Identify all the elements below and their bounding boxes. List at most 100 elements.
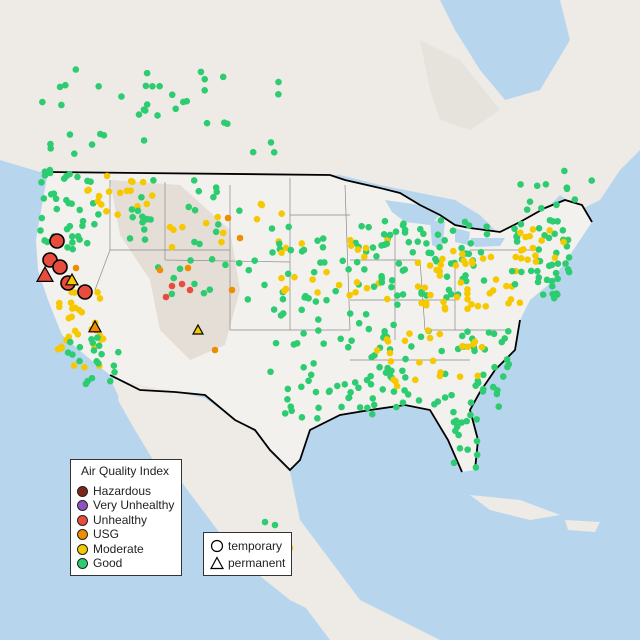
station-marker (298, 240, 306, 247)
station-marker (422, 301, 430, 309)
station-marker (424, 327, 432, 334)
station-marker (88, 141, 96, 148)
station-marker (450, 459, 458, 467)
station-marker (351, 379, 359, 386)
station-marker (383, 240, 391, 248)
station-marker (275, 90, 282, 98)
station-marker (315, 327, 322, 334)
station-marker (526, 232, 533, 240)
station-marker (309, 276, 316, 283)
station-marker (565, 268, 573, 276)
station-marker (314, 415, 321, 422)
station-marker (114, 348, 122, 356)
station-marker (300, 364, 307, 371)
station-marker (69, 239, 76, 246)
station-marker (571, 196, 579, 203)
station-marker (310, 268, 318, 276)
station-marker (142, 82, 150, 90)
hudson-water (440, 0, 570, 100)
station-marker (339, 257, 347, 265)
station-marker (140, 106, 148, 113)
station-marker (319, 244, 327, 251)
station-marker (388, 283, 395, 291)
station-marker (278, 249, 285, 257)
station-marker (162, 293, 170, 301)
station-marker (298, 383, 305, 391)
station-marker (401, 266, 409, 273)
station-marker (462, 260, 469, 268)
station-marker (347, 242, 355, 250)
station-marker (293, 340, 301, 347)
station-marker (236, 234, 244, 242)
station-marker (467, 411, 474, 419)
station-marker (436, 243, 443, 251)
station-marker (341, 381, 349, 388)
station-marker (554, 217, 561, 225)
station-marker (269, 249, 276, 256)
circle-icon (210, 539, 224, 552)
station-marker (201, 75, 209, 83)
station-marker (542, 180, 550, 188)
station-marker (504, 363, 511, 371)
station-marker (399, 291, 407, 298)
legend-item-very-unhealthy: Very Unhealthy (77, 498, 174, 512)
station-marker (384, 338, 392, 345)
station-marker (95, 83, 102, 90)
station-marker (483, 230, 491, 238)
legend-label: Moderate (93, 542, 144, 556)
good-swatch (77, 557, 88, 569)
station-marker (82, 380, 90, 388)
station-marker (369, 244, 377, 251)
legend-item-permanent: permanent (210, 555, 285, 570)
station-marker (94, 334, 101, 341)
station-marker (358, 222, 365, 230)
station-marker (362, 244, 370, 252)
station-marker (545, 262, 553, 270)
station-marker (218, 238, 225, 246)
station-marker (364, 404, 371, 412)
station-marker (400, 220, 407, 228)
permanent-monitor-marker (64, 272, 80, 286)
station-marker (206, 286, 214, 293)
usg-swatch (77, 528, 88, 540)
station-marker (74, 173, 81, 181)
station-marker (353, 258, 361, 266)
station-marker (270, 148, 278, 156)
station-marker (378, 279, 386, 286)
station-marker (464, 328, 471, 336)
station-marker (337, 335, 345, 343)
station-marker (489, 383, 497, 391)
legend-item-hazardous: Hazardous (77, 484, 151, 498)
station-marker (267, 139, 275, 146)
station-marker (156, 82, 163, 90)
station-marker (200, 289, 208, 297)
station-marker (404, 391, 412, 398)
station-marker (170, 274, 178, 282)
moderate-swatch (77, 543, 88, 555)
station-marker (450, 408, 457, 416)
unhealthy-swatch (77, 514, 88, 526)
station-marker (81, 363, 88, 371)
station-marker (423, 240, 430, 247)
station-marker (452, 417, 460, 424)
station-marker (539, 291, 547, 298)
station-marker (535, 246, 543, 253)
legend-item-usg: USG (77, 527, 119, 541)
station-marker (436, 272, 444, 279)
station-marker (314, 237, 321, 245)
station-marker (179, 223, 186, 231)
station-marker (441, 237, 448, 244)
legend-label: USG (93, 527, 120, 541)
station-marker (187, 257, 194, 264)
station-marker (338, 403, 345, 411)
station-marker (487, 253, 495, 261)
station-marker (378, 242, 385, 249)
station-marker (415, 397, 423, 404)
station-marker (270, 306, 278, 313)
station-marker (68, 305, 76, 312)
station-marker (170, 226, 177, 234)
station-marker (511, 280, 519, 288)
station-marker (74, 233, 82, 240)
station-marker (533, 182, 541, 190)
station-marker (93, 358, 100, 365)
